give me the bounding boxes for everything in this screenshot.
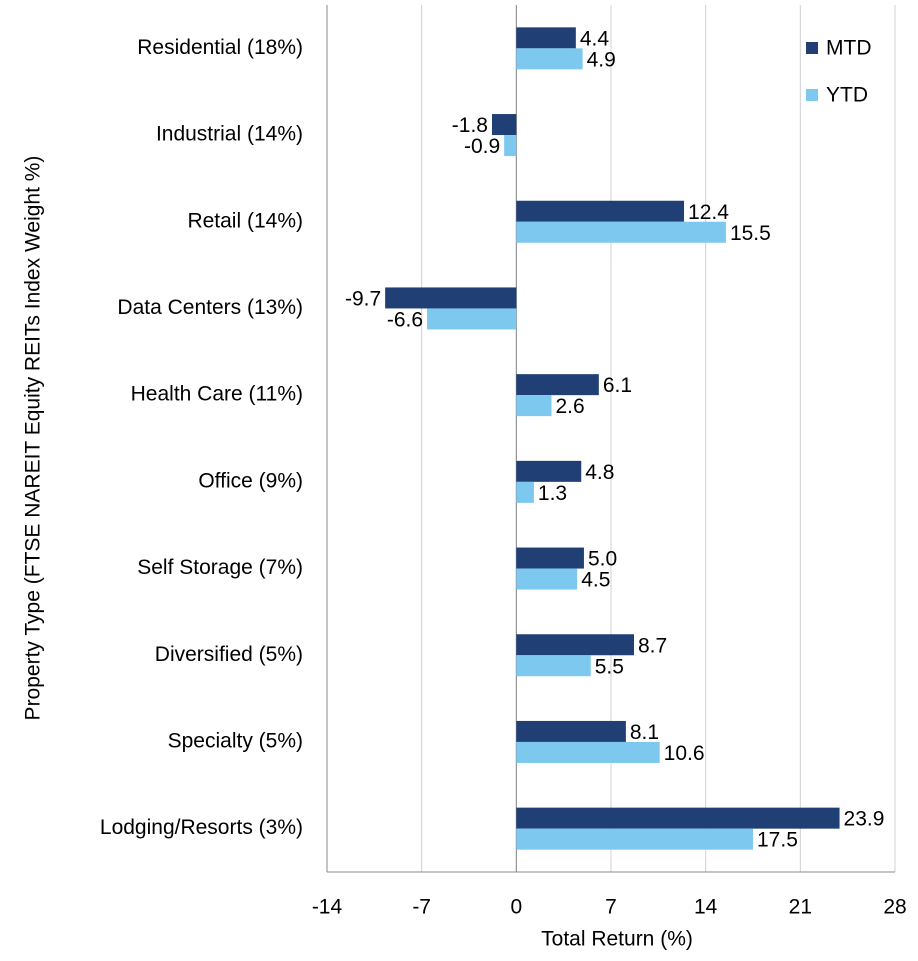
y-tick-label: Retail (14%)	[187, 209, 303, 232]
legend-swatch	[806, 42, 818, 54]
data-label: 1.3	[538, 482, 567, 505]
y-tick-label: Health Care (11%)	[131, 383, 303, 406]
data-label: 5.0	[588, 548, 617, 571]
y-tick-label: Data Centers (13%)	[117, 296, 303, 319]
data-label: 12.4	[688, 201, 729, 224]
data-label: 8.1	[630, 721, 659, 744]
bar	[516, 807, 840, 829]
y-tick-label: Industrial (14%)	[156, 123, 303, 146]
x-tick-label: 0	[510, 896, 522, 919]
y-tick-label: Residential (18%)	[137, 36, 303, 59]
data-label: 4.9	[587, 48, 616, 71]
bar	[385, 287, 517, 309]
legend-swatch	[806, 89, 818, 101]
y-tick-label: Diversified (5%)	[155, 643, 303, 666]
y-tick-label: Lodging/Resorts (3%)	[100, 816, 303, 839]
data-label: -0.9	[464, 135, 500, 158]
x-tick-label: 21	[789, 896, 812, 919]
bar	[504, 135, 517, 157]
bar	[516, 655, 591, 677]
data-label: 15.5	[730, 222, 771, 245]
data-label: 10.6	[664, 742, 705, 765]
bar	[516, 568, 578, 590]
data-label: 4.5	[581, 569, 610, 592]
y-tick-label: Self Storage (7%)	[137, 556, 303, 579]
x-tick-label: -14	[312, 896, 343, 919]
data-label: -9.7	[345, 287, 381, 310]
bar	[516, 720, 626, 742]
x-axis-title: Total Return (%)	[541, 928, 693, 951]
bar	[516, 374, 599, 396]
x-tick-label: -7	[412, 896, 431, 919]
x-tick-label: 7	[605, 896, 617, 919]
data-label: 8.7	[638, 634, 667, 657]
data-label: 23.9	[844, 808, 885, 831]
bar	[516, 460, 582, 482]
data-label: -6.6	[387, 308, 423, 331]
bar	[516, 27, 576, 49]
x-tick-label: 14	[694, 896, 718, 919]
bar	[516, 200, 685, 222]
bar	[427, 308, 517, 330]
bar	[516, 741, 660, 763]
bar	[516, 481, 534, 503]
data-label: 2.6	[555, 395, 584, 418]
y-tick-label: Office (9%)	[198, 469, 303, 492]
bar	[516, 395, 552, 417]
y-tick-label: Specialty (5%)	[168, 729, 303, 752]
bar	[516, 221, 726, 243]
legend-label: MTD	[826, 37, 872, 60]
y-axis-title: Property Type (FTSE NAREIT Equity REITs …	[22, 156, 45, 721]
x-tick-label: 28	[883, 896, 906, 919]
bar	[516, 828, 753, 850]
data-label: 5.5	[595, 655, 624, 678]
data-label: 4.4	[580, 27, 610, 50]
bar	[491, 114, 517, 136]
data-label: 6.1	[603, 374, 632, 397]
data-label: 17.5	[757, 829, 798, 852]
bar	[516, 634, 634, 656]
data-label: 4.8	[585, 461, 614, 484]
data-label: -1.8	[452, 114, 488, 137]
bar	[516, 547, 584, 569]
bar	[516, 48, 583, 70]
legend-label: YTD	[826, 84, 868, 107]
